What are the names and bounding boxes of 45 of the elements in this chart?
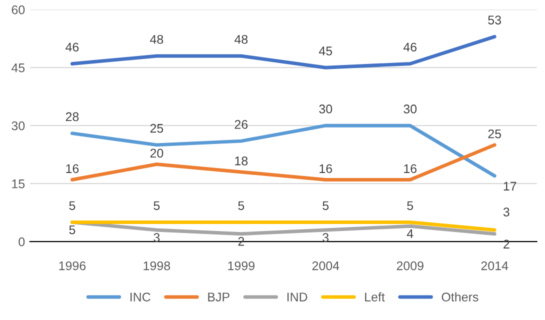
- data-label: 4: [406, 229, 414, 238]
- data-label: 2: [504, 240, 510, 248]
- data-label: 30: [404, 104, 417, 114]
- data-label: 18: [235, 156, 248, 166]
- data-label: 5: [322, 201, 329, 210]
- y-tick-label: 15: [12, 180, 25, 188]
- data-label: 25: [150, 124, 164, 133]
- data-label: 48: [150, 34, 164, 44]
- data-label: 3: [503, 208, 510, 216]
- data-label: 26: [234, 120, 248, 129]
- data-label: 16: [404, 164, 417, 174]
- legend-label: IND: [287, 292, 308, 302]
- data-label: 16: [320, 164, 332, 174]
- x-tick-label: 2014: [481, 261, 508, 270]
- data-label: 20: [150, 148, 164, 158]
- data-label: 3: [322, 233, 329, 242]
- legend-label: INC: [130, 292, 150, 302]
- data-label: 48: [234, 34, 248, 44]
- data-label: 46: [403, 42, 417, 52]
- data-label: 45: [318, 46, 332, 56]
- data-label: 30: [319, 104, 332, 114]
- legend-label: Others: [442, 292, 478, 302]
- data-label: 46: [66, 42, 79, 52]
- data-label: 5: [69, 201, 76, 210]
- y-tick-label: 0: [18, 237, 25, 246]
- y-tick-label: 30: [12, 121, 25, 130]
- data-label: 16: [66, 164, 79, 174]
- x-tick-label: 2004: [312, 261, 340, 270]
- x-tick-label: 1996: [59, 261, 86, 270]
- data-label: 25: [488, 129, 502, 138]
- x-tick-label: 2009: [396, 261, 424, 270]
- y-tick-label: 45: [12, 64, 25, 72]
- legend-label: Left: [365, 292, 385, 302]
- data-label: 5: [154, 201, 160, 210]
- x-tick-label: 1998: [144, 261, 170, 270]
- data-label: 5: [238, 201, 244, 210]
- data-label: 53: [488, 16, 501, 24]
- data-label: 3: [154, 233, 160, 242]
- y-tick-label: 60: [12, 5, 25, 14]
- data-label: 5: [69, 226, 76, 234]
- data-label: 28: [66, 112, 79, 122]
- legend-label: BJP: [208, 292, 230, 302]
- data-label: 5: [407, 201, 414, 210]
- data-label: 17: [504, 182, 516, 190]
- x-tick-label: 1999: [228, 261, 254, 270]
